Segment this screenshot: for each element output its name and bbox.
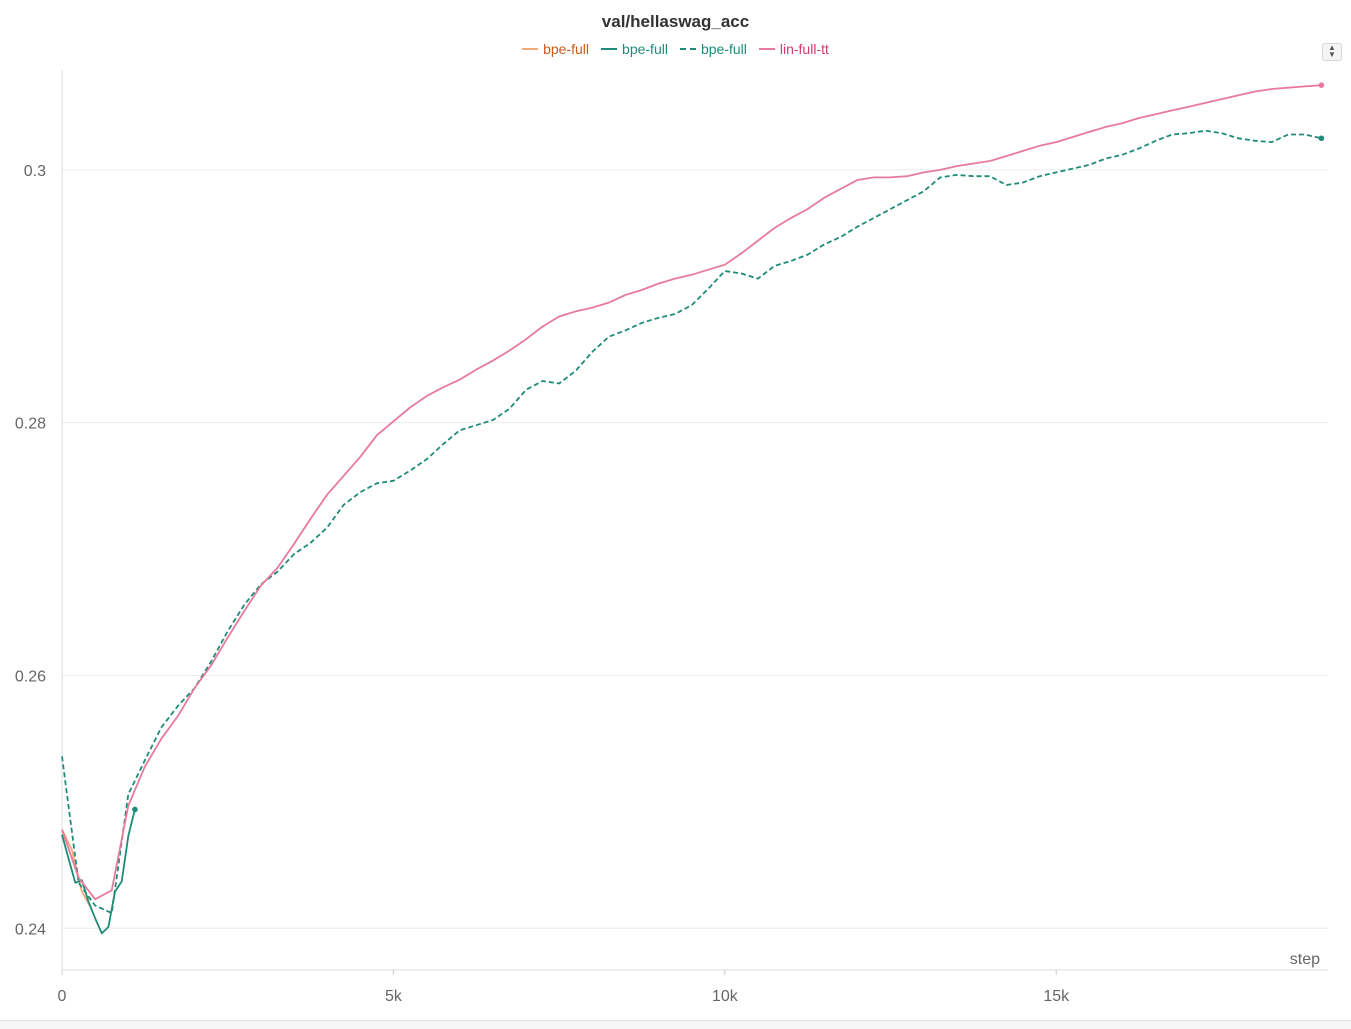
- series-end-point: [1318, 82, 1325, 88]
- legend-swatch-icon: [522, 48, 539, 50]
- legend-label: bpe-full: [543, 41, 590, 57]
- legend-item-bpe-full-2[interactable]: bpe-full: [601, 41, 668, 57]
- legend-label: bpe-full: [700, 41, 747, 57]
- panel-bottom-border: [0, 1020, 1351, 1029]
- x-tick-label: 5k: [385, 988, 403, 1005]
- y-tick-label: 0.26: [15, 668, 46, 685]
- x-tick-label: 10k: [712, 988, 739, 1005]
- grid-lines: [62, 169, 1328, 929]
- legend-item-lin-full-tt[interactable]: lin-full-tt: [758, 41, 829, 57]
- series-line-4[interactable]: [61, 84, 1322, 901]
- y-tick-label: 0.24: [15, 921, 46, 938]
- legend-swatch-icon: [679, 48, 696, 50]
- legend-swatch-icon: [601, 48, 618, 50]
- x-axis-ticks: 0 5k 10k 15k: [58, 970, 1070, 1005]
- legend-swatch-icon: [758, 48, 775, 50]
- legend-label: lin-full-tt: [779, 41, 829, 57]
- series-end-point: [1318, 135, 1325, 142]
- x-axis-label: step: [1290, 951, 1320, 968]
- chart-title: val/hellaswag_acc: [601, 12, 750, 31]
- legend-expand-icon[interactable]: ▲ ▼: [1322, 43, 1342, 61]
- series-line-2[interactable]: [61, 809, 136, 935]
- legend-label: bpe-full: [622, 41, 668, 57]
- series-lines: [61, 82, 1325, 935]
- legend-item-bpe-full-1[interactable]: bpe-full: [522, 41, 589, 57]
- series-end-point: [132, 806, 138, 813]
- legend: bpe-full bpe-full bpe-full lin-full-tt: [0, 41, 1351, 57]
- y-axis-ticks: 0.24 0.26 0.28 0.3: [15, 163, 46, 938]
- y-tick-label: 0.3: [24, 163, 46, 180]
- series-line-3[interactable]: [61, 129, 1322, 914]
- x-tick-label: 15k: [1043, 988, 1070, 1005]
- legend-item-bpe-full-3[interactable]: bpe-full: [679, 41, 747, 57]
- x-tick-label: 0: [58, 988, 67, 1005]
- y-tick-label: 0.28: [15, 416, 46, 433]
